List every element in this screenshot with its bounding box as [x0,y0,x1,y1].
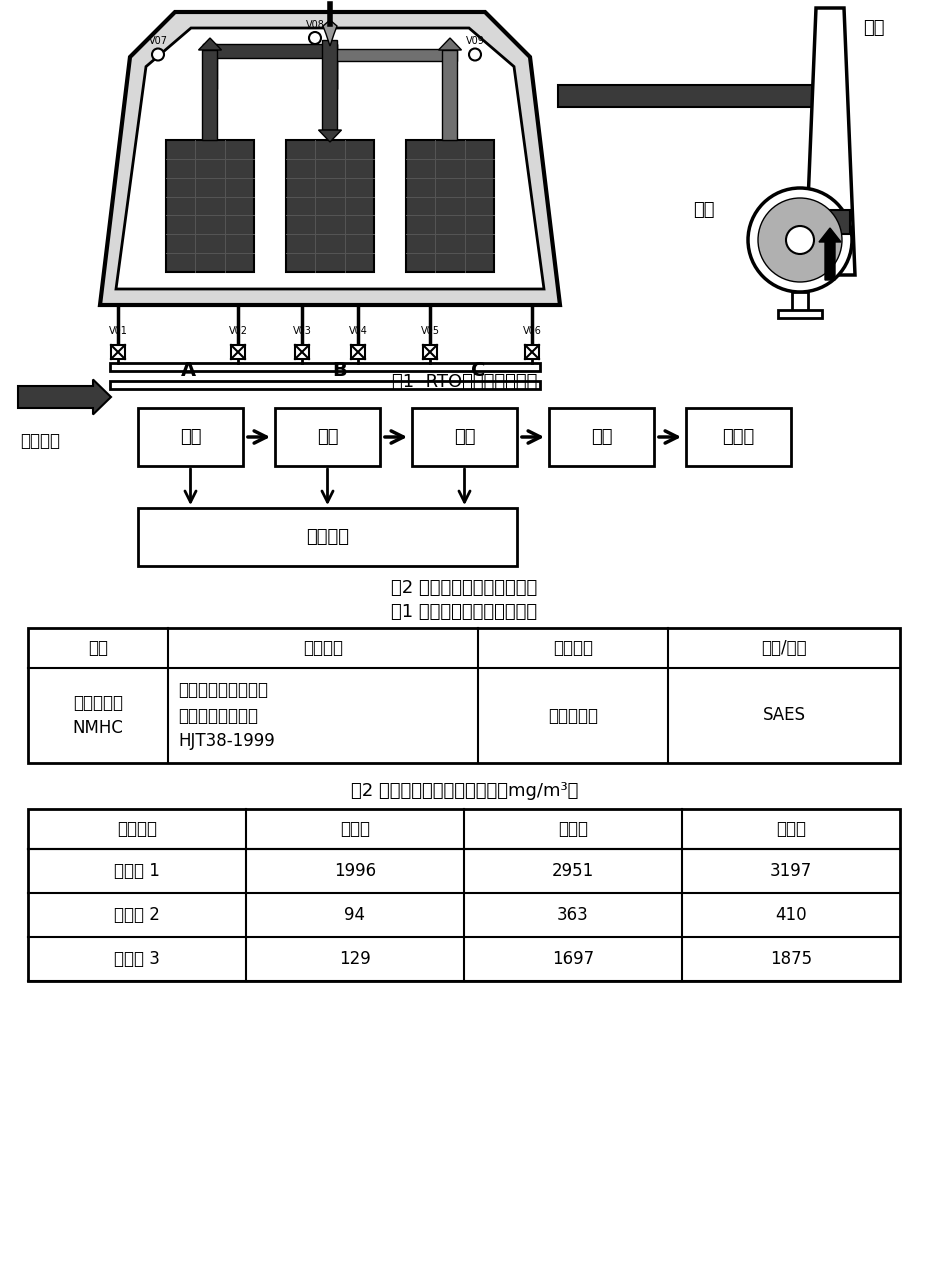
Text: 1875: 1875 [769,950,811,968]
Bar [110,363,539,371]
Bar [231,345,245,359]
Text: 采样/分析: 采样/分析 [760,639,806,658]
Bar [806,210,849,234]
Bar [203,45,217,89]
Bar [275,408,380,466]
Text: 烟囱: 烟囱 [862,19,883,37]
Text: 363: 363 [557,906,588,923]
Circle shape [152,48,164,61]
Polygon shape [100,11,560,305]
Circle shape [785,226,813,254]
Text: V04: V04 [348,326,367,336]
Circle shape [757,198,841,282]
Text: 采样位置: 采样位置 [117,820,157,838]
Text: V02: V02 [228,326,247,336]
Bar [28,809,899,981]
Bar [524,345,538,359]
Text: 涂布机 1: 涂布机 1 [114,862,160,880]
Circle shape [469,48,481,61]
Text: 涂布机 3: 涂布机 3 [114,950,160,968]
Text: 工业废气: 工业废气 [20,432,60,450]
Text: 410: 410 [774,906,806,923]
Text: V07: V07 [148,37,167,47]
Polygon shape [199,38,221,50]
Text: 图2 涂布生产工序工艺流程图: 图2 涂布生产工序工艺流程图 [391,579,537,597]
Bar [792,293,807,314]
Text: V05: V05 [420,326,439,336]
Bar [351,345,365,359]
Polygon shape [318,130,342,142]
Text: 图1  RTO工艺流程示意图: 图1 RTO工艺流程示意图 [392,373,536,391]
Polygon shape [805,8,854,275]
Circle shape [747,188,851,293]
Bar [286,140,374,272]
Circle shape [309,32,321,45]
Bar [202,50,217,140]
Text: 1996: 1996 [333,862,376,880]
Text: 129: 129 [339,950,370,968]
Bar [295,345,309,359]
Text: 测试方法: 测试方法 [303,639,342,658]
Text: V06: V06 [522,326,541,336]
Bar [406,140,494,272]
Bar [411,408,517,466]
Bar [558,85,814,107]
Text: 有机废气: 有机废气 [305,528,349,546]
Text: SAES: SAES [762,706,805,725]
Bar [442,50,457,140]
Text: V01: V01 [109,326,127,336]
Text: C: C [470,361,484,380]
Bar [28,628,899,763]
Polygon shape [438,38,461,50]
Text: B: B [332,361,347,380]
Bar [166,140,253,272]
FancyArrow shape [818,228,840,280]
Text: 最小值: 最小值 [340,820,369,838]
Text: V03: V03 [292,326,311,336]
Text: 下工序: 下工序 [722,427,754,446]
Text: 仪器名称: 仪器名称 [552,639,592,658]
Bar [444,50,456,89]
Text: 收卷: 收卷 [590,427,612,446]
Text: 非甲烷总烃
NMHC: 非甲烷总烃 NMHC [72,695,123,736]
Bar [685,408,790,466]
Bar [138,508,517,566]
Bar [323,45,337,89]
Text: 风机: 风机 [692,201,714,219]
Text: 固定污染源中非甲烷
总烃测定气相色谱
HJT38-1999: 固定污染源中非甲烷 总烃测定气相色谱 HJT38-1999 [178,682,275,749]
Bar [325,50,457,61]
Bar [110,345,125,359]
Bar [203,45,337,59]
Text: V08: V08 [305,20,324,31]
Bar [777,310,821,318]
Text: 1697: 1697 [551,950,593,968]
Polygon shape [116,28,544,289]
Bar [138,408,243,466]
Text: 2951: 2951 [551,862,594,880]
Polygon shape [323,20,337,46]
Text: 平均值: 平均值 [558,820,587,838]
Bar [325,50,337,89]
Text: 表2 涂布机排放实测数据统计（mg/m³）: 表2 涂布机排放实测数据统计（mg/m³） [351,782,577,800]
Text: V09: V09 [465,37,483,47]
Text: 配料: 配料 [179,427,201,446]
Text: 最大值: 最大值 [775,820,806,838]
Text: 涂布: 涂布 [316,427,338,446]
Text: 参数: 参数 [88,639,108,658]
Text: 烘干: 烘干 [453,427,475,446]
Text: 涂布机 2: 涂布机 2 [114,906,160,923]
Text: 3197: 3197 [769,862,811,880]
Bar [548,408,653,466]
Text: A: A [180,361,196,380]
Bar [422,345,436,359]
Text: 表1 实测采样分析内容和方法: 表1 实测采样分析内容和方法 [391,603,537,621]
Text: 气相色谱仪: 气相色谱仪 [548,706,598,725]
Bar [322,39,337,130]
Bar [110,382,539,389]
Text: 94: 94 [344,906,365,923]
FancyArrow shape [18,379,110,415]
